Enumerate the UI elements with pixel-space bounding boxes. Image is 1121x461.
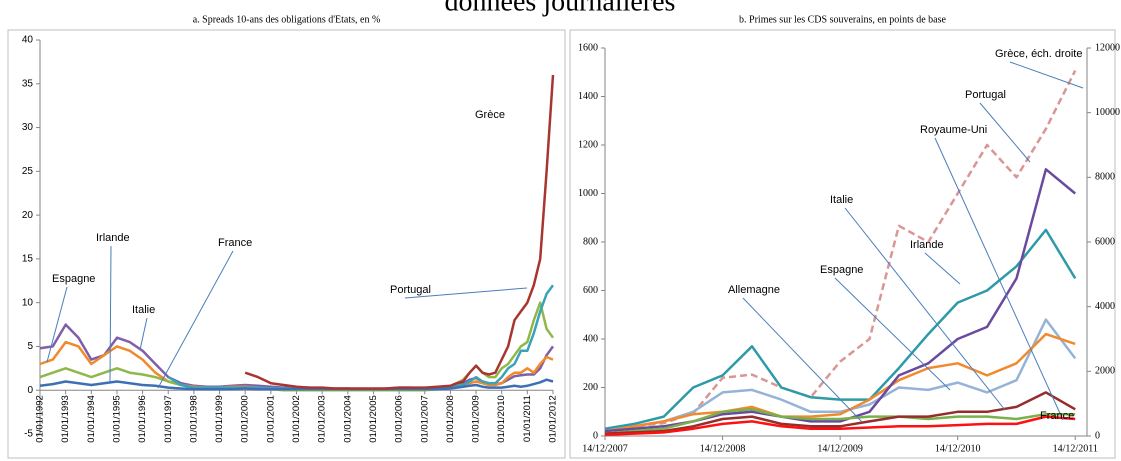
- annotation-arrow: [834, 277, 951, 391]
- annotation: Italie: [830, 194, 853, 206]
- x-tick-label: 01/01/1993: [60, 395, 71, 443]
- x-tick-label: 01/01/1994: [86, 395, 97, 443]
- x-tick-label: 01/01/1997: [163, 395, 174, 443]
- series-line: [604, 168, 1076, 433]
- x-tick-label: 14/12/2008: [700, 443, 746, 454]
- y-tick-label: 20: [22, 210, 34, 221]
- chart-title: b. Primes sur les CDS souverains, en poi…: [739, 14, 946, 25]
- y2-tick-label: 12000: [1095, 42, 1120, 53]
- y-tick-label: 40: [22, 35, 34, 46]
- x-tick-label: 01/01/1999: [214, 395, 225, 443]
- x-tick-label: 01/01/2008: [445, 395, 456, 443]
- x-tick-label: 14/12/2011: [1053, 443, 1098, 454]
- annotation-arrow: [742, 297, 863, 423]
- y-tick-label: -5: [24, 429, 33, 440]
- page-title: données journalières: [445, 0, 676, 17]
- annotation: Grèce: [475, 109, 505, 121]
- x-tick-label: 01/01/2007: [419, 395, 430, 443]
- annotation-arrow: [46, 286, 68, 363]
- x-tick-label: 14/12/2007: [582, 443, 628, 454]
- x-tick-label: 14/12/2009: [817, 443, 863, 454]
- y-tick-label: 15: [22, 254, 34, 265]
- y-tick-label: 1400: [578, 91, 598, 102]
- x-tick-label: 01/01/2010: [496, 395, 507, 443]
- annotation: France: [1040, 410, 1074, 422]
- y2-tick-label: 2000: [1095, 366, 1115, 377]
- series-line: [604, 415, 1076, 437]
- series-line: [604, 408, 1076, 435]
- x-tick-label: 01/01/2005: [368, 395, 379, 443]
- y2-tick-label: 0: [1095, 430, 1100, 441]
- annotation-arrow: [924, 252, 961, 285]
- y2-tick-label: 6000: [1095, 236, 1115, 247]
- x-tick-label: 01/01/2006: [394, 395, 405, 443]
- x-tick-label: 14/12/2010: [935, 443, 981, 454]
- series-line: [604, 332, 1076, 433]
- annotation: Irlande: [910, 239, 944, 251]
- annotation-arrow: [109, 245, 112, 383]
- x-tick-label: 01/01/2002: [291, 395, 302, 443]
- x-tick-label: 01/01/2009: [471, 395, 482, 443]
- y-tick-label: 5: [27, 341, 33, 352]
- x-tick-label: 01/01/2003: [317, 395, 328, 443]
- y-tick-label: 30: [22, 122, 34, 133]
- x-tick-label: 01/01/1995: [111, 395, 122, 443]
- x-tick-label: 01/01/1996: [137, 395, 148, 443]
- x-tick-label: 01/01/1998: [188, 395, 199, 443]
- series-line: [604, 70, 1077, 433]
- y-tick-label: 0: [27, 385, 33, 396]
- annotation-arrow: [844, 207, 1006, 411]
- annotation: Portugal: [965, 89, 1006, 101]
- y-tick-label: 0: [593, 430, 598, 441]
- y-tick-label: 35: [22, 78, 34, 89]
- y2-tick-label: 8000: [1095, 172, 1115, 183]
- y-tick-label: 1200: [578, 139, 598, 150]
- annotation: Grèce, éch. droite: [995, 48, 1082, 60]
- y-tick-label: 10: [22, 297, 34, 308]
- chart-title: a. Spreads 10-ans des obligations d'Etat…: [193, 14, 381, 25]
- y-tick-label: 800: [583, 236, 598, 247]
- x-tick-label: 01/01/2004: [342, 395, 353, 443]
- chart-frame: [7, 29, 566, 459]
- y-tick-label: 600: [583, 285, 598, 296]
- x-tick-label: 01/01/2000: [240, 395, 251, 443]
- annotation-arrow: [139, 317, 148, 351]
- y-tick-label: 400: [583, 333, 598, 344]
- series-line: [39, 323, 555, 391]
- x-tick-label: 01/01/2011: [522, 395, 533, 442]
- y-tick-label: 25: [22, 166, 34, 177]
- x-tick-label: 01/01/1992: [35, 395, 46, 443]
- annotation: Portugal: [390, 284, 431, 296]
- chart-frame: [569, 29, 1116, 459]
- y-tick-label: 200: [583, 382, 598, 393]
- y-tick-label: 1000: [578, 188, 598, 199]
- annotation: Allemagne: [728, 284, 780, 296]
- annotation: Italie: [132, 304, 155, 316]
- y-tick-label: 1600: [578, 42, 598, 53]
- y2-tick-label: 10000: [1095, 107, 1120, 118]
- x-tick-label: 01/01/2001: [265, 395, 276, 443]
- series-line: [604, 318, 1077, 433]
- series-line: [604, 391, 1076, 435]
- annotation-arrow: [934, 137, 1064, 421]
- annotation: Espagne: [820, 264, 863, 276]
- y2-tick-label: 4000: [1095, 301, 1115, 312]
- annotation-arrow: [404, 287, 528, 299]
- series-line: [244, 74, 555, 390]
- annotation: France: [218, 237, 252, 249]
- annotation: Espagne: [52, 273, 95, 285]
- annotation: Irlande: [96, 232, 130, 244]
- annotation-arrow: [979, 102, 1031, 163]
- annotation: Royaume-Uni: [920, 124, 987, 136]
- annotation-arrow: [157, 250, 234, 389]
- x-tick-label: 01/01/2012: [548, 395, 559, 443]
- annotation-arrow: [1009, 61, 1084, 89]
